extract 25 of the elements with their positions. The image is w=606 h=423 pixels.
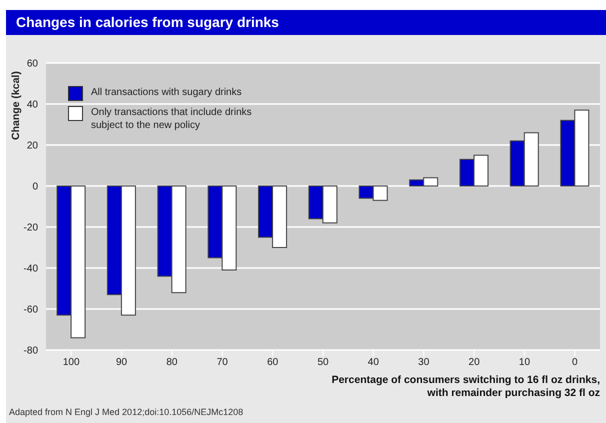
chart-title: Changes in calories from sugary drinks [6,10,606,35]
x-tick-label: 20 [468,357,480,368]
x-tick-label: 30 [418,357,430,368]
y-tick-label: 60 [26,58,38,70]
y-tick-label: 0 [32,182,38,193]
x-tick-label: 100 [62,357,80,368]
text: Adapted from N Engl J Med 2012;doi:10.1056/NEJMc1208 [9,407,244,417]
x-tick-label: 0 [572,357,578,368]
y-tick-label: 40 [26,100,38,111]
y-tick-label: -40 [24,264,38,275]
y-tick-label: -60 [24,304,38,316]
x-tick-label: 50 [317,357,329,368]
y-axis-title: Change (kcal) [10,71,22,140]
x-tick-label: 60 [267,357,279,368]
y-tick-label: -20 [24,222,38,234]
x-tick-label: 80 [166,357,178,368]
x-axis-title: Percentage of consumers switching to 16 fl oz drinks, with remainder purchasing 32 fl oz [330,374,600,400]
x-tick-label: 10 [518,357,530,368]
x-tick-label: 70 [216,357,228,368]
y-tick-label: 20 [26,140,38,152]
legend-label: Only transactions that include drinks subject to the new policy [91,106,253,132]
legend-label: All transactions with sugary drinks [91,86,243,99]
x-tick-label: 90 [116,357,128,368]
y-tick-label: -80 [24,346,38,357]
x-tick-label: 40 [368,357,380,368]
